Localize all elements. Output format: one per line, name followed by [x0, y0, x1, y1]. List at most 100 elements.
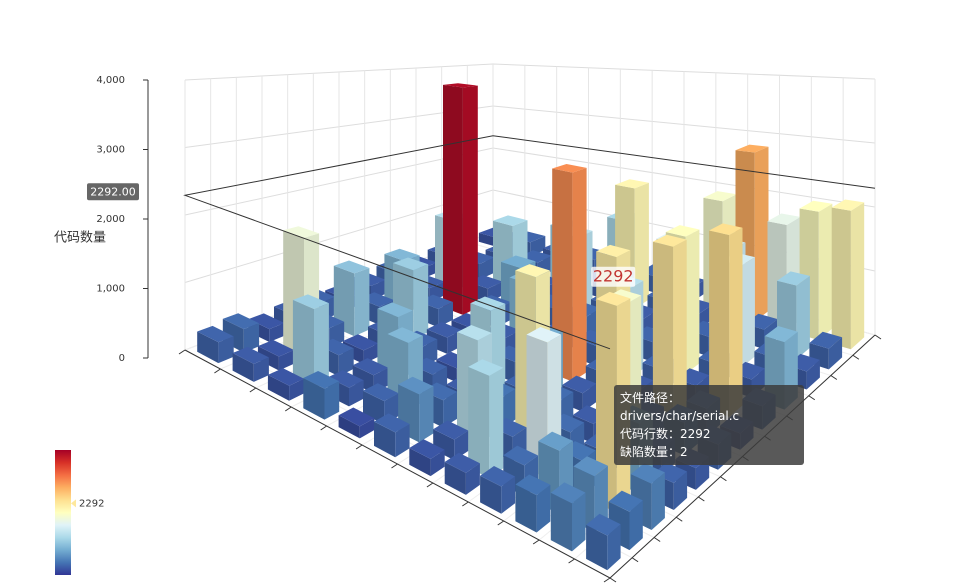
bar-side — [468, 366, 490, 479]
bar-side — [651, 472, 665, 530]
bar-top — [352, 358, 389, 376]
visual-map — [55, 450, 71, 575]
bar-top — [257, 339, 294, 357]
z-tick-label: 3,000 — [96, 145, 125, 156]
bar-side — [515, 484, 537, 533]
bar — [292, 294, 329, 389]
bar-top — [342, 334, 379, 351]
bar-label: 2292 — [593, 266, 634, 285]
bar-side — [444, 462, 466, 495]
bar-top — [468, 359, 504, 376]
bar-top — [799, 200, 833, 212]
bar-top — [767, 213, 801, 225]
bar-side — [754, 146, 769, 322]
bar-side — [596, 299, 617, 513]
y-tick — [808, 395, 816, 401]
bar-side — [454, 430, 469, 461]
bar-top — [267, 368, 304, 386]
bar-top — [480, 466, 516, 487]
bar-side — [572, 167, 587, 382]
bar — [515, 474, 551, 533]
x-tick — [320, 425, 327, 431]
bar-top — [501, 255, 536, 268]
bar-side — [419, 386, 434, 443]
bar-side — [480, 475, 502, 514]
bar-top — [777, 271, 810, 286]
bar-top — [608, 490, 643, 512]
z-tick-label: 2,000 — [96, 214, 125, 225]
y-tick — [830, 375, 838, 380]
bar-top — [709, 223, 743, 235]
bar-top — [384, 248, 420, 261]
bar-side — [443, 84, 463, 315]
x-tick — [462, 501, 469, 507]
bar-top — [393, 257, 429, 271]
bar-top — [665, 225, 700, 237]
bar-top — [443, 83, 478, 88]
axis-pointer — [183, 135, 876, 350]
bar-top — [653, 462, 688, 483]
bar-side — [741, 257, 755, 368]
bar-top — [363, 383, 399, 402]
bar-top — [374, 413, 410, 433]
x-tick — [603, 577, 611, 583]
y-tick — [852, 354, 860, 360]
bar-top — [292, 294, 329, 309]
bar-top — [232, 346, 269, 364]
bar-side — [796, 275, 810, 360]
bar-side — [489, 367, 504, 479]
bar-top — [630, 463, 665, 484]
bar-top — [550, 482, 586, 504]
bar-top — [457, 325, 492, 341]
bar-top — [338, 407, 375, 427]
bar-top — [470, 296, 506, 311]
bar-top — [596, 244, 631, 258]
bar-top — [615, 179, 649, 189]
bar-side — [572, 492, 586, 552]
axis-pointer-label: 2292.00 — [90, 185, 136, 198]
bar-top — [444, 452, 480, 473]
x-tick — [355, 444, 363, 450]
bar-top — [831, 199, 865, 211]
x-tick — [249, 387, 257, 393]
bar-top — [515, 264, 550, 278]
x-tick — [497, 520, 505, 526]
bar-top — [586, 513, 621, 536]
x-tick — [568, 558, 575, 564]
bar-side — [303, 378, 325, 420]
bar-side — [634, 182, 649, 309]
y-tick — [874, 334, 882, 340]
bar-side — [433, 429, 455, 461]
bar-side — [828, 337, 843, 370]
bar-side — [278, 350, 294, 371]
bar-side — [709, 230, 730, 417]
bar-top — [409, 439, 445, 459]
x-tick — [178, 349, 186, 355]
bar-side — [673, 471, 688, 510]
bar — [303, 371, 340, 420]
bar-side — [395, 424, 410, 458]
bar-side — [292, 299, 314, 389]
bar-side — [338, 415, 360, 439]
z-axis-name: 代码数量 — [54, 231, 106, 246]
bar-side — [324, 381, 340, 420]
bar-top — [248, 313, 285, 330]
bar-top — [607, 289, 642, 304]
grid-line — [184, 147, 876, 216]
bar-side — [729, 227, 743, 417]
bar-side — [314, 303, 329, 389]
bar-side — [462, 85, 478, 315]
bar-top — [303, 371, 340, 389]
bar-side — [352, 365, 374, 394]
y-tick — [720, 476, 727, 482]
x-tick — [284, 406, 292, 412]
bar-side — [218, 336, 234, 364]
bar-side — [413, 264, 429, 340]
bar-top — [735, 144, 769, 153]
bar-side — [289, 378, 304, 401]
grid-line — [184, 63, 876, 81]
bar — [586, 513, 621, 571]
bar — [552, 164, 587, 382]
bar-top — [552, 164, 587, 173]
